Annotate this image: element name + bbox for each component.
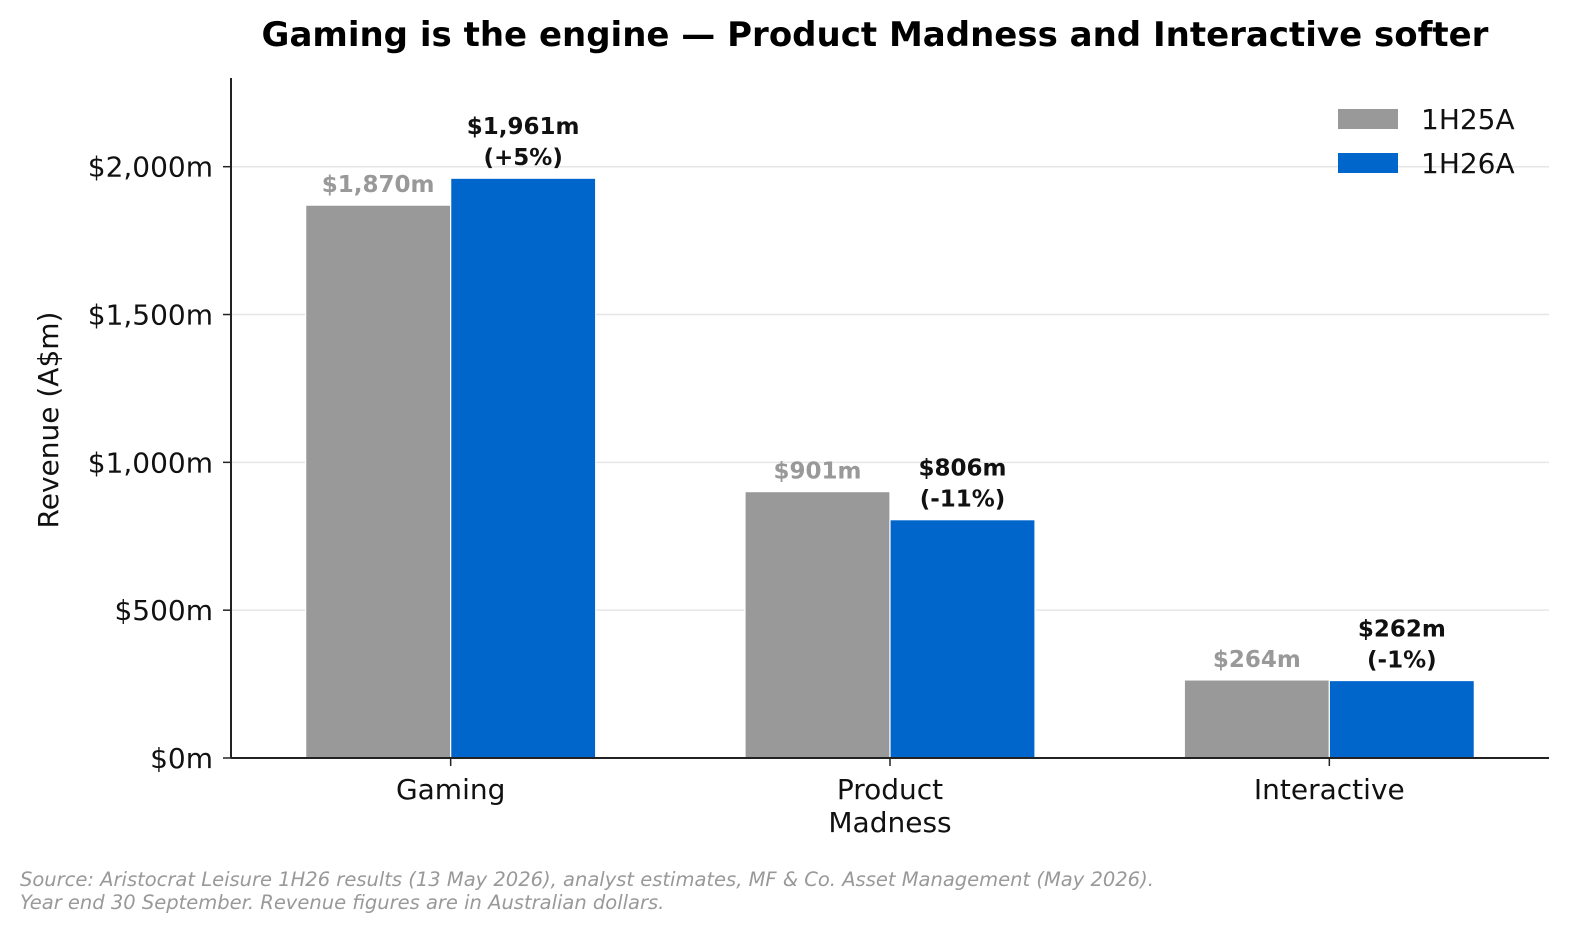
data-label: $264m [1213,647,1301,673]
bar [1328,679,1475,759]
chart-title: Gaming is the engine — Product Madness a… [262,15,1489,55]
bar [1183,679,1330,759]
x-tick-label: Interactive [1254,773,1405,806]
data-label: (+5%) [483,145,562,171]
data-label: $806m [919,456,1007,482]
data-label: (-11%) [920,487,1006,513]
data-label: $1,870m [322,172,435,198]
bar [889,519,1036,759]
data-label: $1,961m [467,114,580,140]
bar [744,491,891,759]
bars [305,177,1475,759]
legend-label: 1H26A [1421,147,1515,180]
data-label: (-1%) [1367,648,1437,674]
legend: 1H25A 1H26A [1338,103,1515,180]
x-tick-label: Product [837,773,943,806]
y-tick-label: $500m [114,594,213,627]
bar [450,177,597,759]
x-tick-label: Gaming [396,773,505,806]
legend-swatch [1338,109,1398,129]
data-label: $901m [774,459,862,485]
y-tick-label: $1,000m [88,446,213,479]
source-note: Source: Aristocrat Leisure 1H26 results … [20,868,1154,914]
data-labels: $1,870m $1,961m (+5%) $901m $806m (-11%) $264m… [322,114,1446,673]
y-tick-label: $0m [150,742,213,775]
x-tick-label: Madness [828,806,951,839]
y-tick-label: $1,500m [88,299,213,332]
legend-label: 1H25A [1421,103,1515,136]
y-tick-label: $2,000m [88,151,213,184]
bar [305,204,452,759]
legend-swatch [1338,153,1398,173]
y-axis-label: Revenue (A$m) [32,312,65,529]
axes: $0m $500m $1,000m $1,500m $2,000m Gaming Produ… [88,78,1549,839]
data-label: $262m [1358,617,1446,643]
